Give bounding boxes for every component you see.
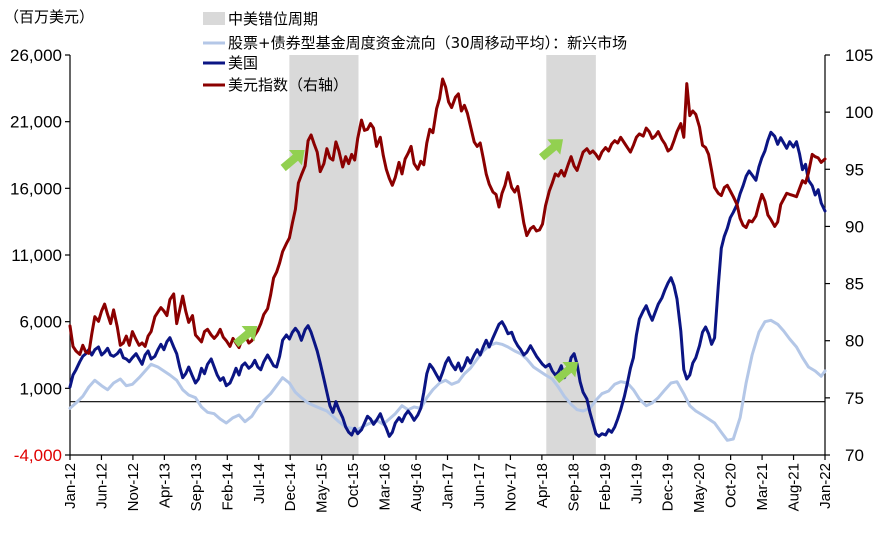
- left-tick-label: 11,000: [11, 246, 62, 265]
- left-tick-label: 1,000: [19, 379, 62, 398]
- shaded-period-1: [289, 55, 359, 455]
- x-tick-label: Apr-13: [156, 463, 173, 508]
- x-tick-label: Jun-12: [93, 463, 110, 509]
- x-tick-label: Dec-19: [660, 463, 677, 511]
- x-tick-label: Sep-13: [188, 463, 205, 511]
- x-tick-label: Aug-21: [786, 463, 803, 511]
- left-axis-unit-label: （百万美元）: [4, 8, 94, 26]
- series-lines: [68, 77, 827, 442]
- x-tick-label: Mar-16: [377, 463, 394, 511]
- green-up-arrow: [554, 362, 579, 384]
- green-up-arrow: [539, 139, 564, 161]
- green-up-arrow: [280, 150, 305, 172]
- x-tick-label: Jan-12: [62, 463, 79, 509]
- x-axis-ticks: Jan-12 Jun-12 Nov-12 Apr-13 Sep-13 Feb-14 Jul-…: [62, 455, 834, 513]
- x-tick-label: Jan-17: [440, 463, 457, 509]
- legend-swatch-shaded: [203, 12, 225, 25]
- right-tick-label: 75: [845, 389, 864, 408]
- series-line-dxy: [68, 77, 827, 356]
- x-tick-label: Feb-14: [219, 463, 236, 511]
- right-tick-label: 95: [845, 160, 864, 179]
- left-tick-label: -4,000: [14, 446, 62, 465]
- legend-label-em-flows: 股票+债券型基金周度资金流向（30周移动平均）：新兴市场: [228, 34, 627, 52]
- right-tick-label: 90: [845, 217, 864, 236]
- x-tick-label: Apr-18: [534, 463, 551, 508]
- x-tick-label: Dec-14: [282, 463, 299, 511]
- legend-label-dxy: 美元指数（右轴）: [228, 76, 348, 94]
- left-tick-label: 26,000: [10, 46, 62, 65]
- legend-label-us: 美国: [228, 54, 258, 72]
- trend-arrows: [233, 139, 579, 384]
- shaded-period-2: [546, 55, 596, 455]
- right-tick-label: 100: [845, 103, 873, 122]
- x-tick-label: May-15: [314, 463, 331, 513]
- green-up-arrow: [233, 326, 258, 348]
- shaded-periods: [289, 55, 596, 455]
- right-axis-ticks: 105 100 95 90 85 80 75 70: [825, 46, 873, 465]
- x-tick-label: Mar-21: [754, 463, 771, 511]
- left-tick-label: 21,000: [10, 113, 62, 132]
- left-tick-label: 16,000: [10, 179, 62, 198]
- right-tick-label: 70: [845, 446, 864, 465]
- x-tick-label: Aug-16: [408, 463, 425, 511]
- x-tick-label: Oct-15: [345, 463, 362, 508]
- legend: 中美错位周期 股票+债券型基金周度资金流向（30周移动平均）：新兴市场 美国 美…: [203, 10, 627, 94]
- x-tick-label: Jun-17: [471, 463, 488, 509]
- x-tick-label: Oct-20: [723, 463, 740, 508]
- right-tick-label: 85: [845, 275, 864, 294]
- series-line-us: [68, 130, 827, 438]
- right-tick-label: 105: [845, 46, 873, 65]
- left-axis-ticks: 26,000 21,000 16,000 11,000 6,000 1,000 -4,000: [10, 46, 70, 465]
- x-tick-label: Jul-19: [628, 463, 645, 504]
- x-tick-label: May-20: [691, 463, 708, 513]
- x-tick-label: Sep-18: [565, 463, 582, 511]
- x-tick-label: Nov-12: [125, 463, 142, 511]
- x-tick-label: Feb-19: [597, 463, 614, 511]
- legend-label-shaded: 中美错位周期: [228, 10, 318, 28]
- right-tick-label: 80: [845, 332, 864, 351]
- x-tick-label: Nov-17: [502, 463, 519, 511]
- x-tick-label: Jul-14: [251, 463, 268, 504]
- left-tick-label: 6,000: [19, 313, 62, 332]
- series-line-em-flows: [68, 318, 827, 442]
- x-tick-label: Jan-22: [817, 463, 834, 509]
